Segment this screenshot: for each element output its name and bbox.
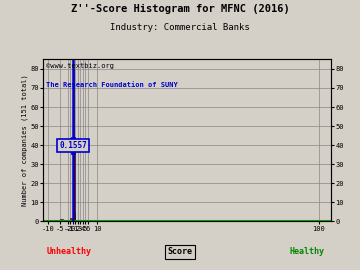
Text: Score: Score [167, 248, 193, 256]
Text: 0.1557: 0.1557 [59, 141, 87, 150]
Text: Z''-Score Histogram for MFNC (2016): Z''-Score Histogram for MFNC (2016) [71, 4, 289, 14]
Y-axis label: Number of companies (151 total): Number of companies (151 total) [21, 75, 28, 206]
Text: The Research Foundation of SUNY: The Research Foundation of SUNY [46, 82, 178, 88]
Text: Healthy: Healthy [289, 248, 324, 256]
Text: ©www.textbiz.org: ©www.textbiz.org [46, 63, 114, 69]
Bar [60, 220, 63, 221]
Text: Industry: Commercial Banks: Industry: Commercial Banks [110, 23, 250, 32]
Bar [70, 218, 72, 221]
Bar [74, 145, 75, 221]
Text: Unhealthy: Unhealthy [47, 248, 92, 256]
Bar [73, 69, 74, 221]
